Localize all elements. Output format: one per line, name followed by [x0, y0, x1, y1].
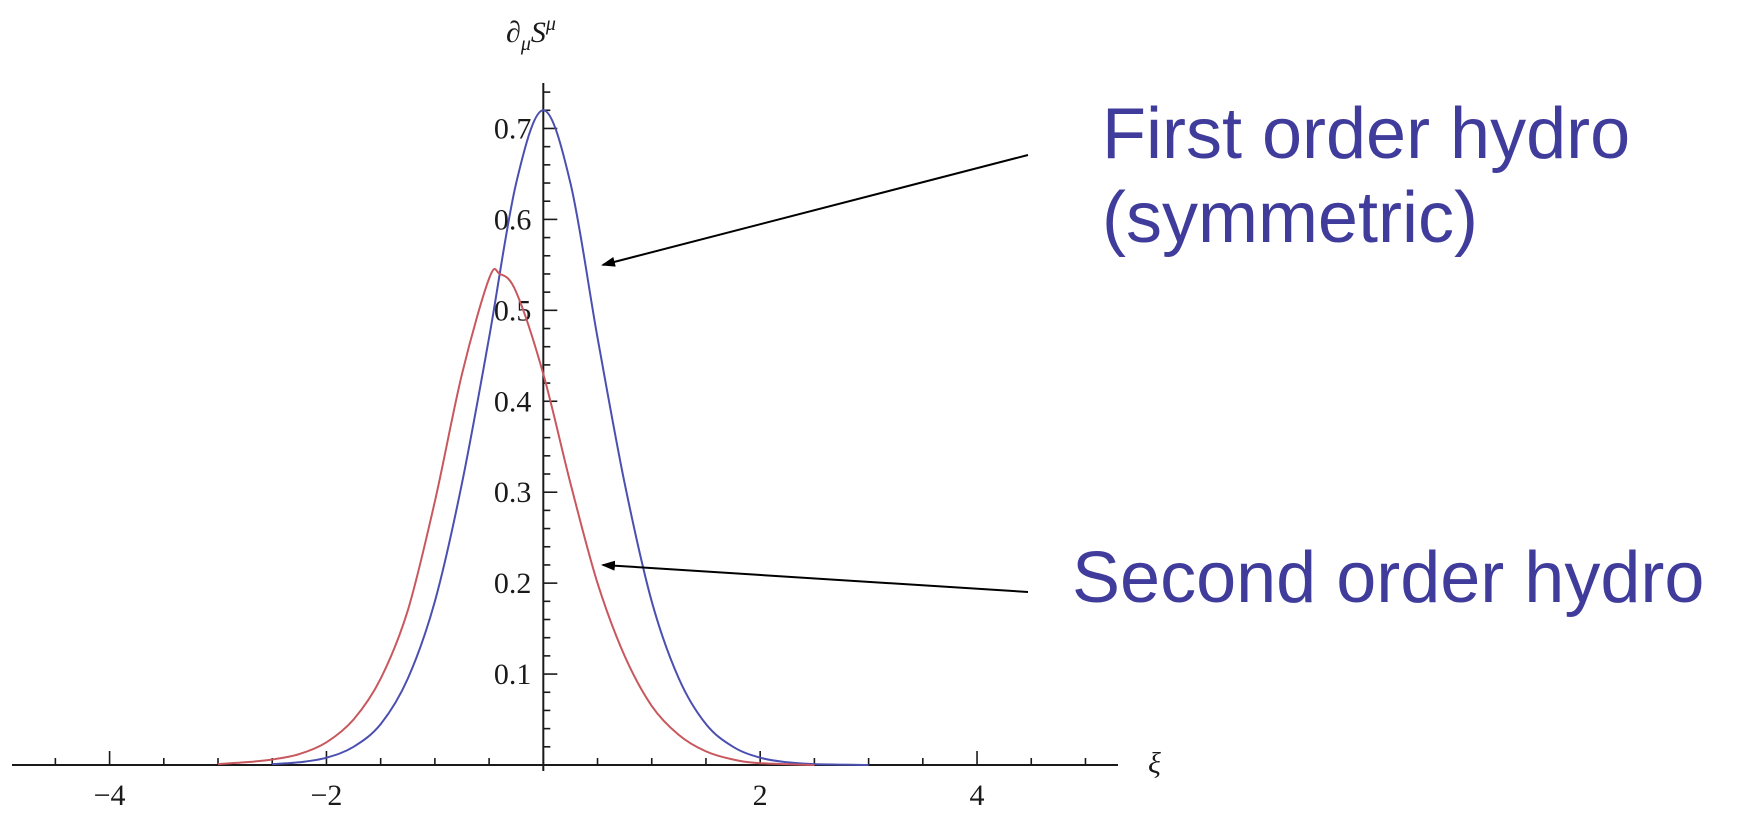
- annotation-first-order: First order hydro (symmetric): [1102, 92, 1630, 260]
- y-tick-label: 0.6: [494, 203, 532, 236]
- x-tick-label: 4: [970, 779, 985, 812]
- x-ticks: −4 −2 2 4: [54, 751, 1087, 812]
- y-tick-label: 0.3: [494, 476, 532, 509]
- annotation-arrows: [600, 154, 1029, 593]
- y-tick-label: 0.4: [494, 385, 532, 418]
- axes: −4 −2 2 4 0.1 0.2 0.3 0.4 0.5 0.6 0.7: [12, 83, 1118, 812]
- series-layer: [217, 109, 869, 766]
- y-axis-title-base: ∂: [506, 16, 521, 49]
- annotation-first-order-line2: (symmetric): [1102, 178, 1478, 258]
- y-tick-label: 0.1: [494, 658, 532, 691]
- y-axis-title-subscript: μ: [520, 33, 531, 55]
- annotation-second-order-line1: Second order hydro: [1072, 538, 1705, 618]
- y-axis-title: ∂μSμ: [506, 13, 556, 55]
- x-axis-title: ξ: [1148, 747, 1161, 780]
- y-ticks: 0.1 0.2 0.3 0.4 0.5 0.6 0.7: [494, 91, 558, 748]
- annotation-second-order: Second order hydro: [1072, 536, 1704, 620]
- x-tick-label: −2: [310, 779, 342, 812]
- y-axis-title-main: S: [531, 16, 546, 49]
- y-axis-title-superscript: μ: [545, 13, 556, 35]
- annotation-first-order-line1: First order hydro: [1102, 94, 1631, 174]
- y-tick-label: 0.5: [494, 294, 532, 327]
- x-tick-label: 2: [753, 779, 768, 812]
- y-tick-label: 0.7: [494, 112, 532, 145]
- series-line-1: [272, 109, 869, 766]
- x-tick-label: −4: [94, 779, 126, 812]
- arrow-second-order: [600, 560, 1029, 593]
- series-line-2: [217, 268, 815, 766]
- y-tick-label: 0.2: [494, 567, 532, 600]
- arrow-first-order: [601, 154, 1029, 267]
